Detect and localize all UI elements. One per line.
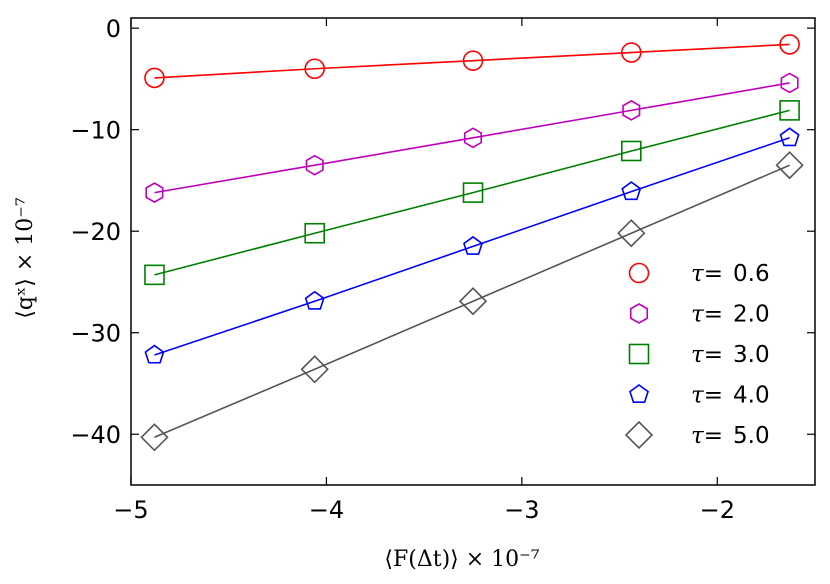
y-tick-label: −40	[70, 421, 121, 449]
series-line	[154, 82, 790, 194]
y-tick-label: 0	[106, 15, 121, 43]
data-point-pentagon	[779, 127, 800, 147]
legend-marker-diamond	[624, 420, 654, 450]
data-point-diamond	[775, 151, 804, 180]
legend: τ= 0.6 τ= 2.0 τ= 3.0 τ= 4.0 τ= 5.0	[624, 261, 770, 450]
data-point-hexagon	[463, 127, 483, 149]
x-tick-label: −5	[113, 496, 148, 524]
legend-label: τ= 2.0	[691, 302, 770, 328]
data-point-pentagon	[621, 181, 642, 201]
x-axis-label: ⟨F(Δt)⟩ × 10⁻⁷	[384, 547, 539, 572]
series-layer	[140, 34, 804, 452]
data-point-pentagon	[144, 344, 165, 364]
legend-label: τ= 0.6	[691, 261, 770, 287]
data-point-diamond	[300, 355, 329, 384]
plot-frame	[130, 17, 816, 486]
data-point-hexagon	[145, 182, 164, 204]
data-point-diamond	[617, 219, 646, 248]
ticks-layer: −5 −4 −3 −20−10−20−30−40	[70, 15, 815, 524]
legend-label: τ= 4.0	[691, 383, 770, 409]
data-point-hexagon	[622, 99, 641, 121]
x-tick-label: −3	[504, 496, 539, 524]
data-point-circle	[779, 34, 800, 55]
data-point-hexagon	[780, 72, 799, 94]
legend-marker-square	[628, 343, 650, 365]
data-point-circle	[462, 50, 484, 71]
data-point-pentagon	[304, 290, 325, 310]
legend-marker-circle	[628, 262, 650, 284]
y-tick-label: −20	[70, 218, 121, 246]
series-tau-0-6	[144, 34, 800, 89]
data-point-square	[462, 182, 484, 203]
data-point-circle	[620, 42, 642, 63]
data-point-square	[779, 100, 800, 121]
data-point-diamond	[458, 287, 488, 316]
legend-label: τ= 3.0	[691, 342, 770, 368]
data-point-circle	[304, 58, 326, 80]
legend-entry: τ= 5.0	[624, 420, 770, 450]
series-line	[154, 137, 790, 356]
y-tick-label: −30	[70, 320, 121, 348]
legend-entry: τ= 4.0	[629, 383, 770, 409]
series-tau-2-0	[145, 72, 799, 204]
legend-label: τ= 5.0	[691, 423, 770, 449]
data-point-square	[620, 140, 642, 162]
data-point-square	[144, 264, 165, 286]
data-point-hexagon	[305, 154, 324, 176]
legend-entry: τ= 3.0	[628, 342, 770, 368]
y-axis-label: ⟨qˣ⟩ × 10⁻⁷	[13, 197, 38, 319]
series-line	[154, 109, 790, 276]
x-tick-label: −2	[700, 496, 735, 524]
data-point-pentagon	[463, 235, 483, 255]
legend-entry: τ= 2.0	[629, 302, 770, 328]
x-tick-label: −4	[309, 496, 344, 524]
legend-entry: τ= 0.6	[628, 261, 770, 287]
legend-marker-hexagon	[629, 303, 649, 324]
legend-marker-pentagon	[629, 384, 649, 403]
series-line	[154, 43, 790, 79]
data-point-circle	[144, 67, 165, 89]
data-point-square	[304, 222, 326, 244]
series-tau-5-0	[140, 151, 804, 452]
series-tau-3-0	[144, 100, 800, 286]
data-point-diamond	[140, 423, 169, 452]
series-tau-4-0	[144, 127, 800, 364]
y-tick-label: −10	[70, 117, 121, 145]
series-line	[154, 164, 790, 439]
